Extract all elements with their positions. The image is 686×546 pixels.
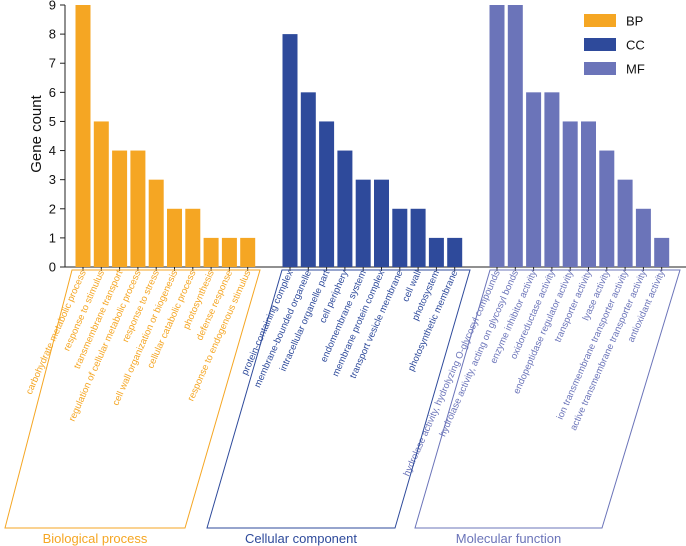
y-tick-label: 0 — [49, 260, 56, 275]
bars — [75, 5, 670, 267]
bar-bp — [75, 5, 91, 267]
x-tick-label-mf: hydrolase activity, hydrolyzing O-glycos… — [401, 269, 502, 479]
bar-bp — [240, 237, 256, 267]
y-tick-label: 1 — [49, 230, 56, 245]
legend-swatch-cc — [584, 38, 616, 51]
y-tick-label: 3 — [49, 172, 56, 187]
y-tick-label: 6 — [49, 85, 56, 100]
bar-bp — [185, 208, 201, 267]
bar-cc — [392, 208, 408, 267]
bar-mf — [599, 150, 615, 267]
bar-mf — [654, 237, 670, 267]
bar-bp — [130, 150, 146, 267]
bar-bp — [167, 208, 182, 267]
bar-mf — [526, 92, 542, 267]
bar-cc — [300, 92, 316, 267]
bar-mf — [489, 5, 505, 267]
group-label-mf: Molecular function — [456, 531, 562, 546]
y-axis-label: Gene count — [28, 94, 45, 172]
bar-mf — [544, 92, 560, 267]
legend-swatch-mf — [584, 62, 616, 75]
group-bracket-cc — [206, 269, 471, 529]
bar-cc — [355, 179, 371, 267]
legend-swatch-bp — [584, 14, 616, 27]
bar-bp — [221, 237, 237, 267]
y-tick-label: 9 — [49, 0, 56, 13]
bar-bp — [112, 150, 128, 267]
group-label-cc: Cellular component — [245, 531, 357, 546]
legend-label-bp: BP — [626, 14, 643, 29]
bar-mf — [617, 179, 633, 267]
group-bracket-mf — [414, 269, 681, 529]
legend: BP CC MF — [584, 14, 645, 77]
bar-cc — [319, 121, 335, 267]
bar-bp — [93, 121, 109, 267]
bar-mf — [562, 121, 578, 267]
bar-bp — [203, 237, 219, 267]
bar-cc — [282, 34, 298, 267]
group-bracket-bp — [4, 269, 261, 529]
bar-mf — [507, 5, 523, 267]
group-brackets: Biological process Cellular component Mole… — [4, 269, 681, 546]
group-label-bp: Biological process — [43, 531, 148, 546]
bar-mf — [635, 208, 651, 267]
y-tick-label: 7 — [49, 56, 56, 71]
legend-label-mf: MF — [626, 62, 645, 77]
bar-mf — [581, 121, 596, 267]
bar-cc — [410, 208, 426, 267]
legend-label-cc: CC — [626, 38, 645, 53]
bar-cc — [374, 179, 389, 267]
bar-cc — [337, 150, 353, 267]
bar-cc — [428, 237, 444, 267]
y-tick-label: 5 — [49, 114, 56, 129]
y-tick-label: 2 — [49, 201, 56, 216]
bar-bp — [148, 179, 164, 267]
y-tick-label: 8 — [49, 27, 56, 42]
y-tick-label: 4 — [49, 143, 56, 158]
bar-cc — [447, 237, 463, 267]
